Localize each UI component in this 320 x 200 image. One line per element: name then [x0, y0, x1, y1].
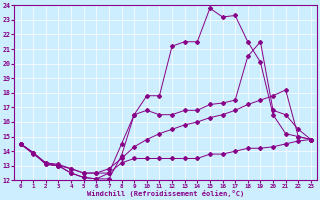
X-axis label: Windchill (Refroidissement éolien,°C): Windchill (Refroidissement éolien,°C) — [87, 190, 244, 197]
